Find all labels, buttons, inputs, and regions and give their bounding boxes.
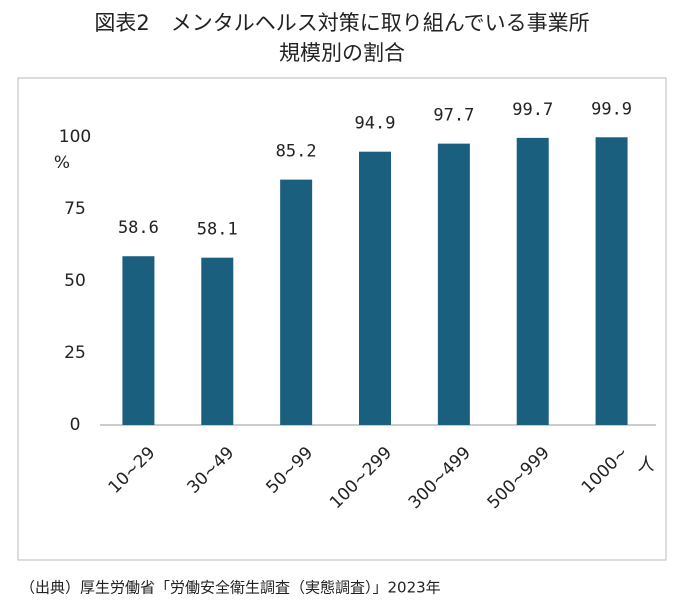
bar bbox=[122, 256, 155, 425]
bar bbox=[359, 151, 391, 426]
x-tick-label: 10~29 bbox=[105, 443, 160, 498]
y-unit: % bbox=[54, 153, 70, 173]
bar bbox=[595, 137, 628, 425]
x-tick-label: 30~49 bbox=[184, 443, 239, 498]
bar bbox=[280, 179, 313, 425]
x-tick-label: 1000~ bbox=[578, 443, 633, 498]
y-tick-label: 25 bbox=[64, 343, 86, 363]
x-tick-label: 100~299 bbox=[326, 443, 396, 513]
value-label: 94.9 bbox=[355, 114, 396, 134]
bar bbox=[437, 143, 470, 425]
bar bbox=[201, 257, 234, 425]
value-label: 58.6 bbox=[118, 218, 159, 238]
x-tick-label: 50~99 bbox=[262, 443, 317, 498]
chart-frame bbox=[17, 77, 667, 561]
y-tick-label: 0 bbox=[70, 415, 81, 435]
source-note: （出典）厚生労働省「労働安全衛生調査（実態調査）」2023年 bbox=[20, 579, 441, 597]
y-tick-label: 75 bbox=[64, 199, 86, 219]
value-label: 58.1 bbox=[197, 220, 238, 240]
y-tick-label: 50 bbox=[64, 271, 86, 291]
value-label: 99.9 bbox=[591, 99, 632, 119]
value-label: 99.7 bbox=[512, 100, 553, 120]
x-tick-label: 500~999 bbox=[484, 443, 554, 513]
chart-title: 規模別の割合 bbox=[279, 41, 405, 65]
x-tick-label: 300~499 bbox=[405, 443, 475, 513]
x-unit: 人 bbox=[638, 455, 655, 475]
value-label: 85.2 bbox=[276, 142, 317, 162]
y-tick-label: 100 bbox=[59, 127, 91, 147]
value-label: 97.7 bbox=[433, 106, 474, 126]
bar bbox=[516, 137, 549, 425]
chart-title: 図表2 メンタルヘルス対策に取り組んでいる事業所 bbox=[94, 11, 589, 35]
